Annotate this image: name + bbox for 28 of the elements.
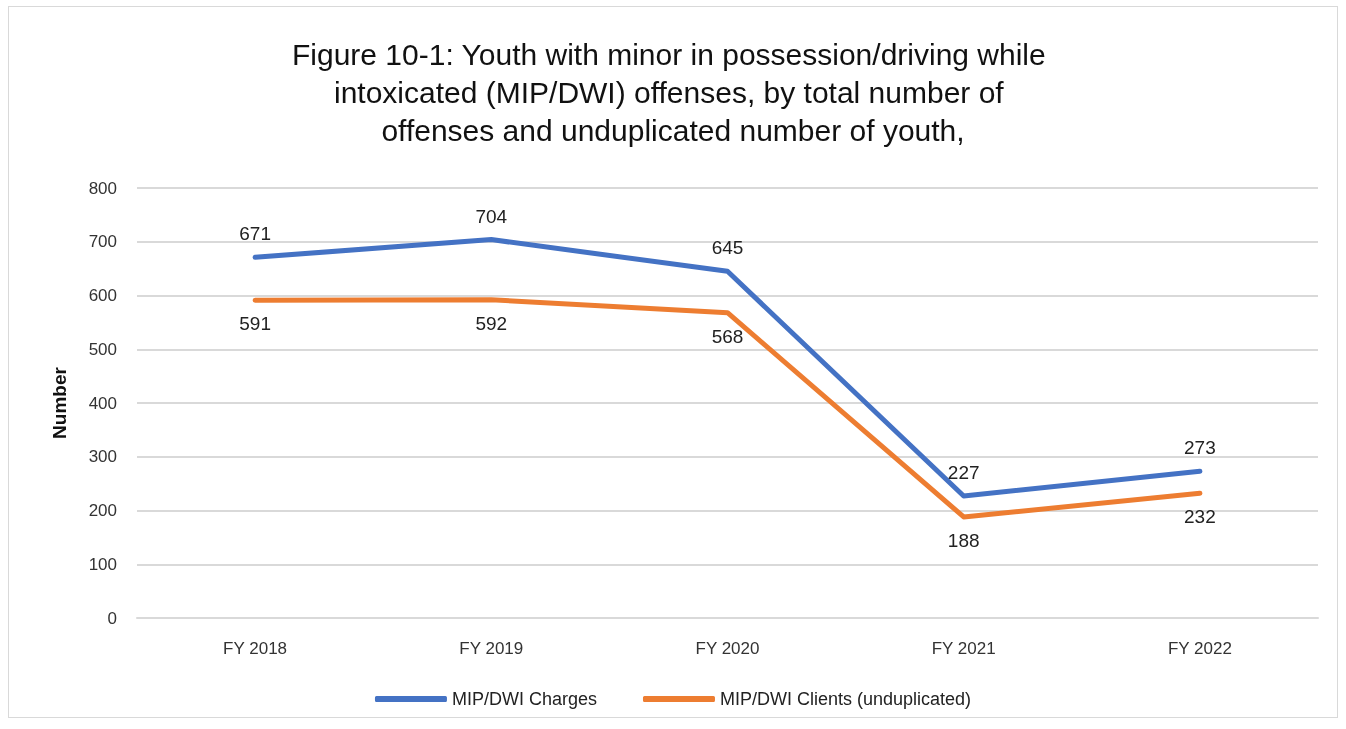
data-label: 704 <box>475 205 508 227</box>
data-label: 592 <box>475 312 508 334</box>
legend-label: MIP/DWI Charges <box>451 689 597 709</box>
data-label: 232 <box>1184 506 1216 528</box>
data-label: 273 <box>1184 437 1216 459</box>
data-label: 591 <box>239 313 271 335</box>
data-label: 568 <box>711 325 744 347</box>
y-tick-label: 500 <box>88 339 117 359</box>
chart-title: Figure 10-1: Youth with minor in possession/driving while intoxicated (MIP/DWI) offenses, by total number of offenses and unduplicated number of youth, <box>291 37 1055 147</box>
x-tick-label: FY 2020 <box>695 639 760 658</box>
data-label: 188 <box>947 529 980 551</box>
y-tick-label: 100 <box>88 554 117 574</box>
data-label: 645 <box>711 237 744 259</box>
y-tick-label: 400 <box>88 393 117 413</box>
x-tick-label: FY 2021 <box>931 639 996 658</box>
y-tick-label: 200 <box>88 501 117 520</box>
data-label: 671 <box>239 223 271 245</box>
y-tick-label: 300 <box>88 447 117 467</box>
x-tick-label: FY 2018 <box>223 639 288 658</box>
y-axis-title: Number <box>49 366 70 439</box>
x-tick-label: FY 2019 <box>459 639 524 658</box>
y-tick-label: 700 <box>88 232 117 252</box>
x-tick-label: FY 2022 <box>1167 639 1232 658</box>
y-tick-label: 0 <box>107 608 117 628</box>
y-tick-label: 600 <box>88 286 117 305</box>
data-label: 227 <box>947 461 980 483</box>
y-tick-label: 800 <box>88 178 117 198</box>
legend-label: MIP/DWI Clients (unduplicated) <box>719 689 972 709</box>
